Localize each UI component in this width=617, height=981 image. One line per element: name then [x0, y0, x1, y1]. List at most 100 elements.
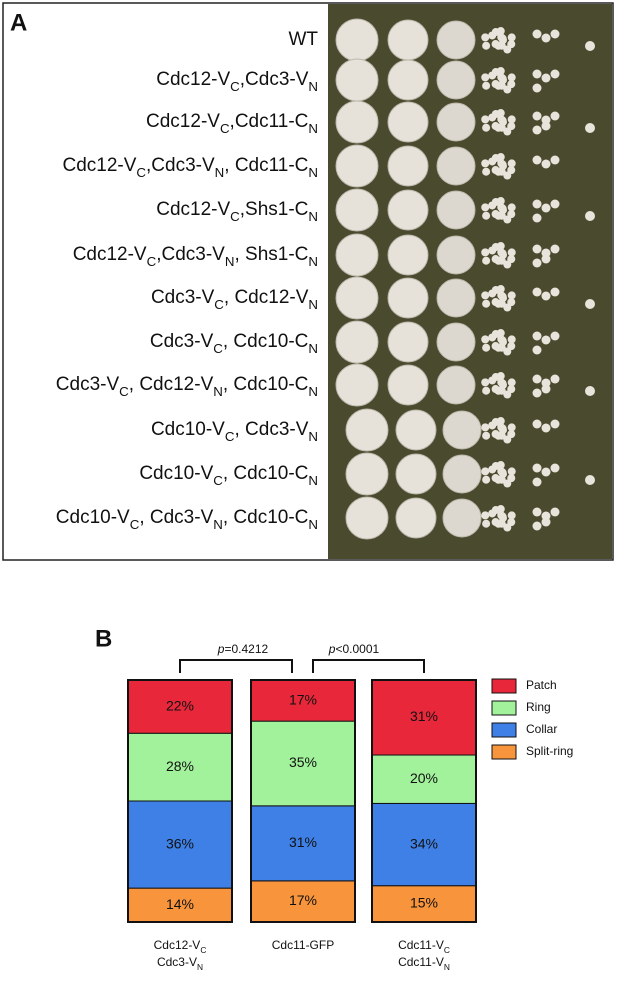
text-part: C — [130, 517, 140, 532]
colony — [532, 287, 542, 297]
colony — [507, 115, 516, 124]
colony — [507, 474, 516, 483]
colony — [585, 475, 595, 485]
colony — [550, 155, 560, 165]
label: Cdc11-VC — [398, 938, 450, 955]
colony — [497, 81, 506, 90]
colony — [541, 203, 551, 213]
colony — [507, 385, 516, 394]
colony — [550, 463, 560, 473]
yeast-spot — [387, 364, 429, 406]
text-part: , Cdc12-V — [224, 287, 309, 308]
label: p<0.0001 — [328, 642, 380, 656]
colony — [481, 33, 490, 42]
yeast-spot — [387, 101, 429, 143]
text-part: Cdc3-V — [157, 955, 197, 969]
colony — [507, 166, 516, 175]
colony — [497, 167, 506, 176]
colony — [481, 73, 490, 82]
colony — [532, 345, 542, 355]
colony — [507, 255, 516, 264]
colony — [541, 335, 551, 345]
yeast-spot — [436, 20, 476, 60]
colony — [507, 518, 516, 527]
colony — [488, 71, 497, 80]
value-label: 31% — [289, 834, 317, 850]
colony — [497, 41, 506, 50]
colony — [481, 248, 490, 257]
colony — [497, 33, 506, 42]
colony — [507, 430, 516, 439]
text-part: N — [308, 209, 318, 224]
colony — [482, 343, 491, 352]
colony — [507, 210, 516, 219]
yeast-spot — [436, 365, 476, 405]
text-part: N — [308, 254, 318, 269]
colony — [482, 519, 491, 528]
text-part: N — [308, 121, 318, 136]
colony — [541, 467, 551, 477]
legend-label: Collar — [526, 722, 557, 736]
text-part: N — [213, 384, 223, 399]
text-part: C — [200, 945, 206, 955]
bar-segment — [127, 887, 233, 923]
value-label: 28% — [166, 758, 194, 774]
colony — [488, 113, 497, 122]
label: Cdc3-VN — [157, 955, 203, 972]
colony — [497, 256, 506, 265]
bar-outline — [371, 679, 477, 923]
text-part: C — [213, 341, 223, 356]
colony — [532, 111, 542, 121]
colony — [497, 343, 506, 352]
colony — [585, 299, 595, 309]
colony — [541, 121, 551, 131]
colony — [497, 335, 506, 344]
text-part: Cdc11-V — [398, 938, 444, 952]
text-part: C — [214, 297, 224, 312]
colony — [482, 81, 491, 90]
yeast-spot — [387, 189, 429, 231]
text-part: Cdc12-V — [154, 938, 201, 952]
colony — [482, 299, 491, 308]
legend-swatch — [491, 744, 517, 760]
colony — [497, 159, 506, 168]
colony — [507, 33, 516, 42]
colony — [507, 467, 516, 476]
colony — [532, 419, 542, 429]
text-part: Cdc12-V — [146, 111, 220, 132]
yeast-spot — [442, 454, 482, 494]
colony — [507, 122, 516, 131]
bar-segment — [250, 720, 356, 807]
colony — [507, 335, 516, 344]
colony — [497, 123, 506, 132]
yeast-spot — [436, 322, 476, 362]
colony — [488, 421, 497, 430]
significance-bracket — [179, 659, 425, 673]
text-part: , Cdc12-V — [129, 374, 214, 395]
colony — [488, 465, 497, 474]
label: Cdc12-VC,Cdc3-VN, Shs1-CN — [73, 244, 318, 269]
text-part: C — [230, 209, 240, 224]
colony — [541, 33, 551, 43]
colony — [541, 517, 551, 527]
text-part: C — [230, 79, 240, 94]
yeast-spot — [387, 321, 429, 363]
text-part: Cdc3-V — [150, 331, 214, 352]
yeast-spot — [395, 497, 437, 539]
value-label: 35% — [289, 754, 317, 770]
yeast-spot — [436, 190, 476, 230]
label: WT — [288, 29, 318, 50]
colony — [482, 256, 491, 265]
text-part: Cdc12-V — [62, 155, 136, 176]
colony — [532, 213, 542, 223]
label: Cdc11-VN — [398, 955, 450, 972]
bar-outline — [127, 679, 233, 923]
label: Cdc3-VC, Cdc12-VN, Cdc10-CN — [56, 374, 318, 399]
text-part: <0.0001 — [335, 642, 379, 656]
colony — [482, 123, 491, 132]
text-part: N — [308, 517, 318, 532]
colony — [507, 73, 516, 82]
panel-label: A — [10, 9, 27, 36]
bar-segment — [371, 754, 477, 804]
